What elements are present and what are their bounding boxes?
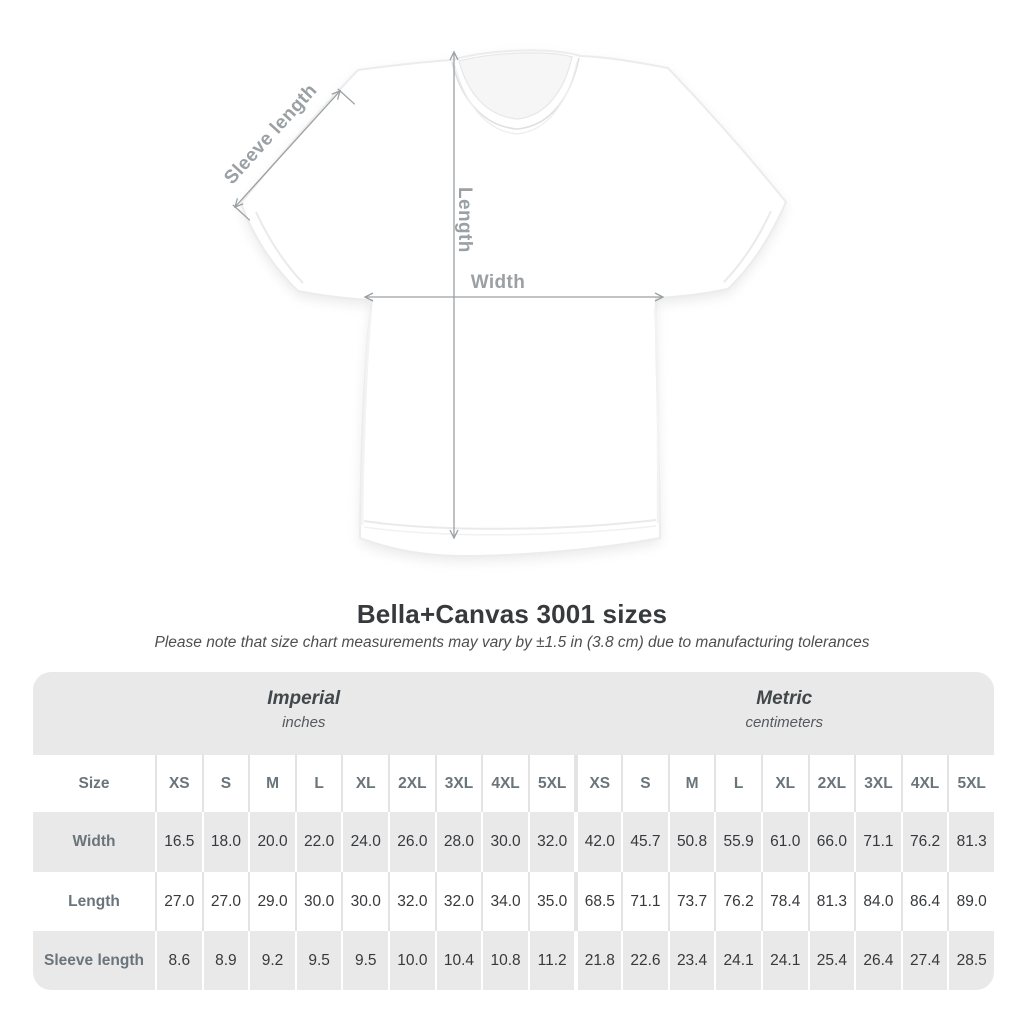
column-header-imperial-2xl: 2XL xyxy=(388,755,435,812)
column-header-imperial-5xl: 5XL xyxy=(527,755,575,812)
length-label: Length xyxy=(454,187,475,253)
column-header-metric-2xl: 2XL xyxy=(807,755,855,812)
table-cell: 9.5 xyxy=(341,931,389,990)
table-cell: 78.4 xyxy=(760,872,808,931)
table-cell: 16.5 xyxy=(155,812,202,872)
sleeve-length-arrow xyxy=(232,88,356,221)
column-header-imperial-xl: XL xyxy=(341,755,389,812)
page-title: Bella+Canvas 3001 sizes xyxy=(356,599,668,629)
column-header-imperial-s: S xyxy=(201,755,249,812)
table-cell: 30.0 xyxy=(481,812,528,872)
table-cell: 66.0 xyxy=(807,812,855,872)
table-cell: 23.4 xyxy=(667,931,715,990)
table-cell: 32.0 xyxy=(434,872,482,931)
table-cell: 28.5 xyxy=(947,931,994,990)
table-cell: 22.0 xyxy=(294,812,342,872)
table-cell: 8.9 xyxy=(201,931,249,990)
table-cell: 21.8 xyxy=(574,931,622,990)
width-label: Width xyxy=(471,272,526,293)
table-cell: 30.0 xyxy=(294,872,342,931)
size-table: Imperial inches Metric centimeters Size … xyxy=(33,672,994,990)
column-header-metric-l: L xyxy=(714,755,761,812)
table-cell: 28.0 xyxy=(434,812,482,872)
table-cell: 84.0 xyxy=(854,872,901,931)
table-cell: 10.8 xyxy=(481,931,528,990)
metric-label: Metric xyxy=(756,688,813,709)
column-header-metric-s: S xyxy=(621,755,668,812)
hem-seam xyxy=(363,519,657,530)
table-cell: 71.1 xyxy=(621,872,668,931)
table-cell: 81.3 xyxy=(947,812,994,872)
table-cell: 24.1 xyxy=(760,931,808,990)
table-cell: 10.0 xyxy=(388,931,435,990)
table-cell: 50.8 xyxy=(667,812,715,872)
table-cell: 55.9 xyxy=(714,812,761,872)
column-header-metric-4xl: 4XL xyxy=(900,755,948,812)
column-header-metric-5xl: 5XL xyxy=(947,755,994,812)
collar xyxy=(458,52,573,120)
table-cell: 11.2 xyxy=(527,931,575,990)
table-cell: 9.2 xyxy=(248,931,295,990)
table-cell: 8.6 xyxy=(155,931,202,990)
table-cell: 68.5 xyxy=(574,872,622,931)
table-cell: 76.2 xyxy=(714,872,761,931)
column-header-metric-xs: XS xyxy=(574,755,622,812)
table-cell: 20.0 xyxy=(248,812,295,872)
table-cell: 10.4 xyxy=(434,931,482,990)
table-cell: 42.0 xyxy=(574,812,622,872)
table-cell: 89.0 xyxy=(947,872,994,931)
metric-sublabel: centimeters xyxy=(745,714,823,731)
column-header-imperial-4xl: 4XL xyxy=(481,755,528,812)
table-cell: 86.4 xyxy=(900,872,948,931)
table-cell: 71.1 xyxy=(854,812,901,872)
table-cell: 27.0 xyxy=(155,872,202,931)
row-label-width: Width xyxy=(33,812,155,872)
table-cell: 32.0 xyxy=(388,872,435,931)
table-cell: 18.0 xyxy=(201,812,249,872)
table-cell: 81.3 xyxy=(807,872,855,931)
column-header-metric-3xl: 3XL xyxy=(854,755,901,812)
tolerance-note: Please note that size chart measurements… xyxy=(154,634,870,651)
unit-group-metric: Metric centimeters xyxy=(574,672,994,755)
table-cell: 34.0 xyxy=(481,872,528,931)
table-cell: 27.4 xyxy=(900,931,948,990)
table-cell: 35.0 xyxy=(527,872,575,931)
table-cell: 32.0 xyxy=(527,812,575,872)
column-header-metric-xl: XL xyxy=(760,755,808,812)
table-cell: 26.4 xyxy=(854,931,901,990)
table-cell: 61.0 xyxy=(760,812,808,872)
table-cell: 22.6 xyxy=(621,931,668,990)
row-label-length: Length xyxy=(33,872,155,931)
table-cell: 30.0 xyxy=(341,872,389,931)
left-cuff-seam xyxy=(255,211,304,284)
size-column-header: Size xyxy=(33,755,155,812)
column-header-imperial-m: M xyxy=(248,755,295,812)
table-cell: 26.0 xyxy=(388,812,435,872)
table-cell: 29.0 xyxy=(248,872,295,931)
column-header-imperial-3xl: 3XL xyxy=(434,755,482,812)
imperial-sublabel: inches xyxy=(282,714,326,731)
column-header-metric-m: M xyxy=(667,755,715,812)
table-cell: 76.2 xyxy=(900,812,948,872)
table-cell: 24.1 xyxy=(714,931,761,990)
column-header-imperial-l: L xyxy=(294,755,342,812)
row-label-sleeve-length: Sleeve length xyxy=(33,931,155,990)
right-cuff-seam xyxy=(723,210,772,283)
tshirt-measurement-diagram: Length Width Sleeve length xyxy=(220,49,788,561)
table-cell: 9.5 xyxy=(294,931,342,990)
unit-group-imperial: Imperial inches xyxy=(33,672,575,755)
table-cell: 45.7 xyxy=(621,812,668,872)
table-cell: 24.0 xyxy=(341,812,389,872)
table-cell: 73.7 xyxy=(667,872,715,931)
table-cell: 27.0 xyxy=(201,872,249,931)
tshirt-illustration xyxy=(239,49,788,558)
table-cell: 25.4 xyxy=(807,931,855,990)
column-header-imperial-xs: XS xyxy=(155,755,202,812)
imperial-label: Imperial xyxy=(267,688,341,709)
